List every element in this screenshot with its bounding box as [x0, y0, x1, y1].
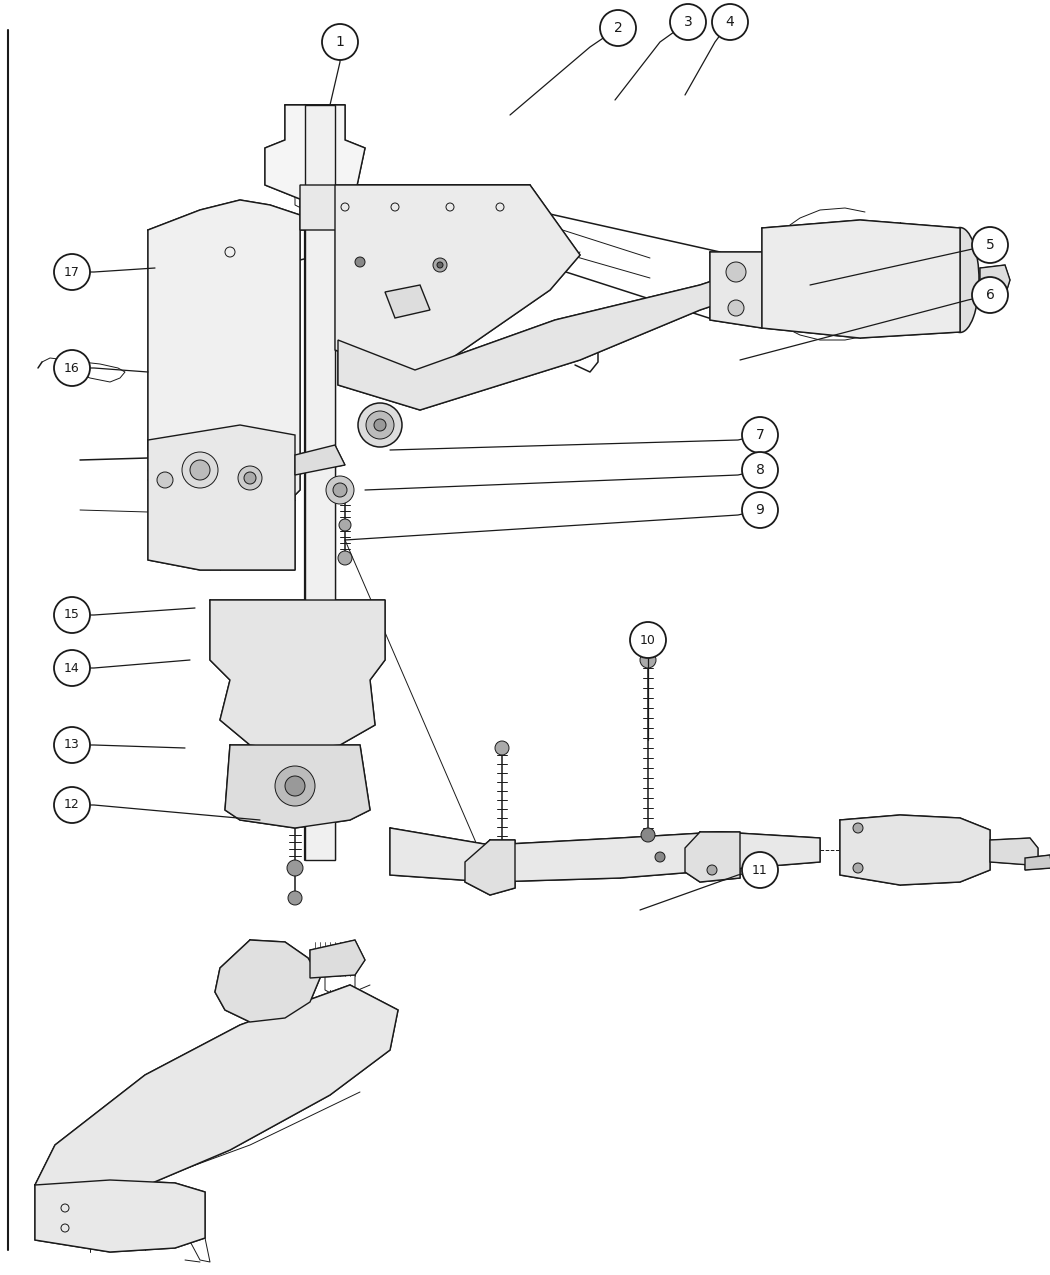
Circle shape: [630, 622, 666, 658]
Ellipse shape: [481, 850, 499, 873]
Polygon shape: [300, 185, 530, 230]
Circle shape: [853, 822, 863, 833]
Circle shape: [54, 351, 90, 386]
Circle shape: [275, 766, 315, 806]
Circle shape: [640, 827, 655, 842]
Text: 2: 2: [613, 20, 623, 34]
Text: 10: 10: [640, 634, 656, 646]
Polygon shape: [338, 265, 810, 411]
Ellipse shape: [475, 843, 505, 881]
Text: 14: 14: [64, 662, 80, 674]
Circle shape: [339, 519, 351, 530]
Circle shape: [322, 24, 358, 60]
Circle shape: [366, 411, 394, 439]
Text: 12: 12: [64, 798, 80, 811]
Circle shape: [355, 258, 365, 266]
Circle shape: [742, 492, 778, 528]
Ellipse shape: [941, 227, 979, 333]
Text: 13: 13: [64, 738, 80, 751]
Circle shape: [972, 277, 1008, 312]
Circle shape: [190, 460, 210, 479]
Circle shape: [285, 776, 304, 796]
Circle shape: [287, 861, 303, 876]
Circle shape: [54, 787, 90, 822]
Circle shape: [358, 403, 402, 448]
Circle shape: [374, 419, 386, 431]
Polygon shape: [304, 105, 335, 861]
Polygon shape: [148, 425, 295, 570]
Circle shape: [670, 4, 706, 40]
Circle shape: [495, 741, 509, 755]
Polygon shape: [385, 286, 430, 317]
Polygon shape: [310, 940, 365, 978]
Circle shape: [158, 472, 173, 488]
Circle shape: [433, 258, 447, 272]
Circle shape: [244, 472, 256, 484]
Circle shape: [742, 453, 778, 488]
Circle shape: [600, 10, 636, 46]
Circle shape: [712, 4, 748, 40]
Text: 1: 1: [336, 34, 344, 48]
Polygon shape: [390, 827, 820, 882]
Polygon shape: [35, 1179, 205, 1252]
Polygon shape: [1025, 856, 1050, 870]
Ellipse shape: [712, 839, 728, 861]
Polygon shape: [465, 840, 514, 895]
Circle shape: [853, 863, 863, 873]
Polygon shape: [990, 838, 1038, 864]
Text: 3: 3: [684, 15, 692, 29]
Circle shape: [182, 453, 218, 488]
Ellipse shape: [706, 833, 734, 868]
Text: 7: 7: [756, 428, 764, 442]
Circle shape: [655, 852, 665, 862]
Text: 11: 11: [752, 863, 768, 876]
Circle shape: [333, 483, 347, 497]
Circle shape: [726, 261, 746, 282]
Circle shape: [437, 261, 443, 268]
Polygon shape: [335, 185, 580, 380]
Circle shape: [742, 852, 778, 887]
Circle shape: [54, 597, 90, 632]
Text: 9: 9: [756, 504, 764, 516]
Circle shape: [640, 652, 656, 668]
Polygon shape: [265, 105, 365, 205]
Circle shape: [238, 465, 262, 490]
Text: 16: 16: [64, 362, 80, 375]
Circle shape: [338, 551, 352, 565]
Circle shape: [728, 300, 744, 316]
Polygon shape: [35, 986, 398, 1205]
Circle shape: [54, 650, 90, 686]
Circle shape: [54, 254, 90, 289]
Text: 17: 17: [64, 265, 80, 278]
Polygon shape: [980, 265, 1010, 296]
Circle shape: [742, 417, 778, 453]
Text: 4: 4: [726, 15, 734, 29]
Circle shape: [326, 476, 354, 504]
Polygon shape: [685, 833, 740, 882]
Polygon shape: [215, 940, 320, 1023]
Circle shape: [972, 227, 1008, 263]
Text: 6: 6: [986, 288, 994, 302]
Text: 5: 5: [986, 238, 994, 252]
Circle shape: [288, 891, 302, 905]
Polygon shape: [762, 221, 960, 338]
Polygon shape: [148, 200, 300, 530]
Polygon shape: [840, 815, 990, 885]
Polygon shape: [295, 445, 345, 476]
Circle shape: [707, 864, 717, 875]
Polygon shape: [710, 252, 762, 328]
Polygon shape: [210, 601, 385, 750]
Text: 15: 15: [64, 608, 80, 621]
Circle shape: [54, 727, 90, 762]
Polygon shape: [225, 745, 370, 827]
Text: 8: 8: [756, 463, 764, 477]
